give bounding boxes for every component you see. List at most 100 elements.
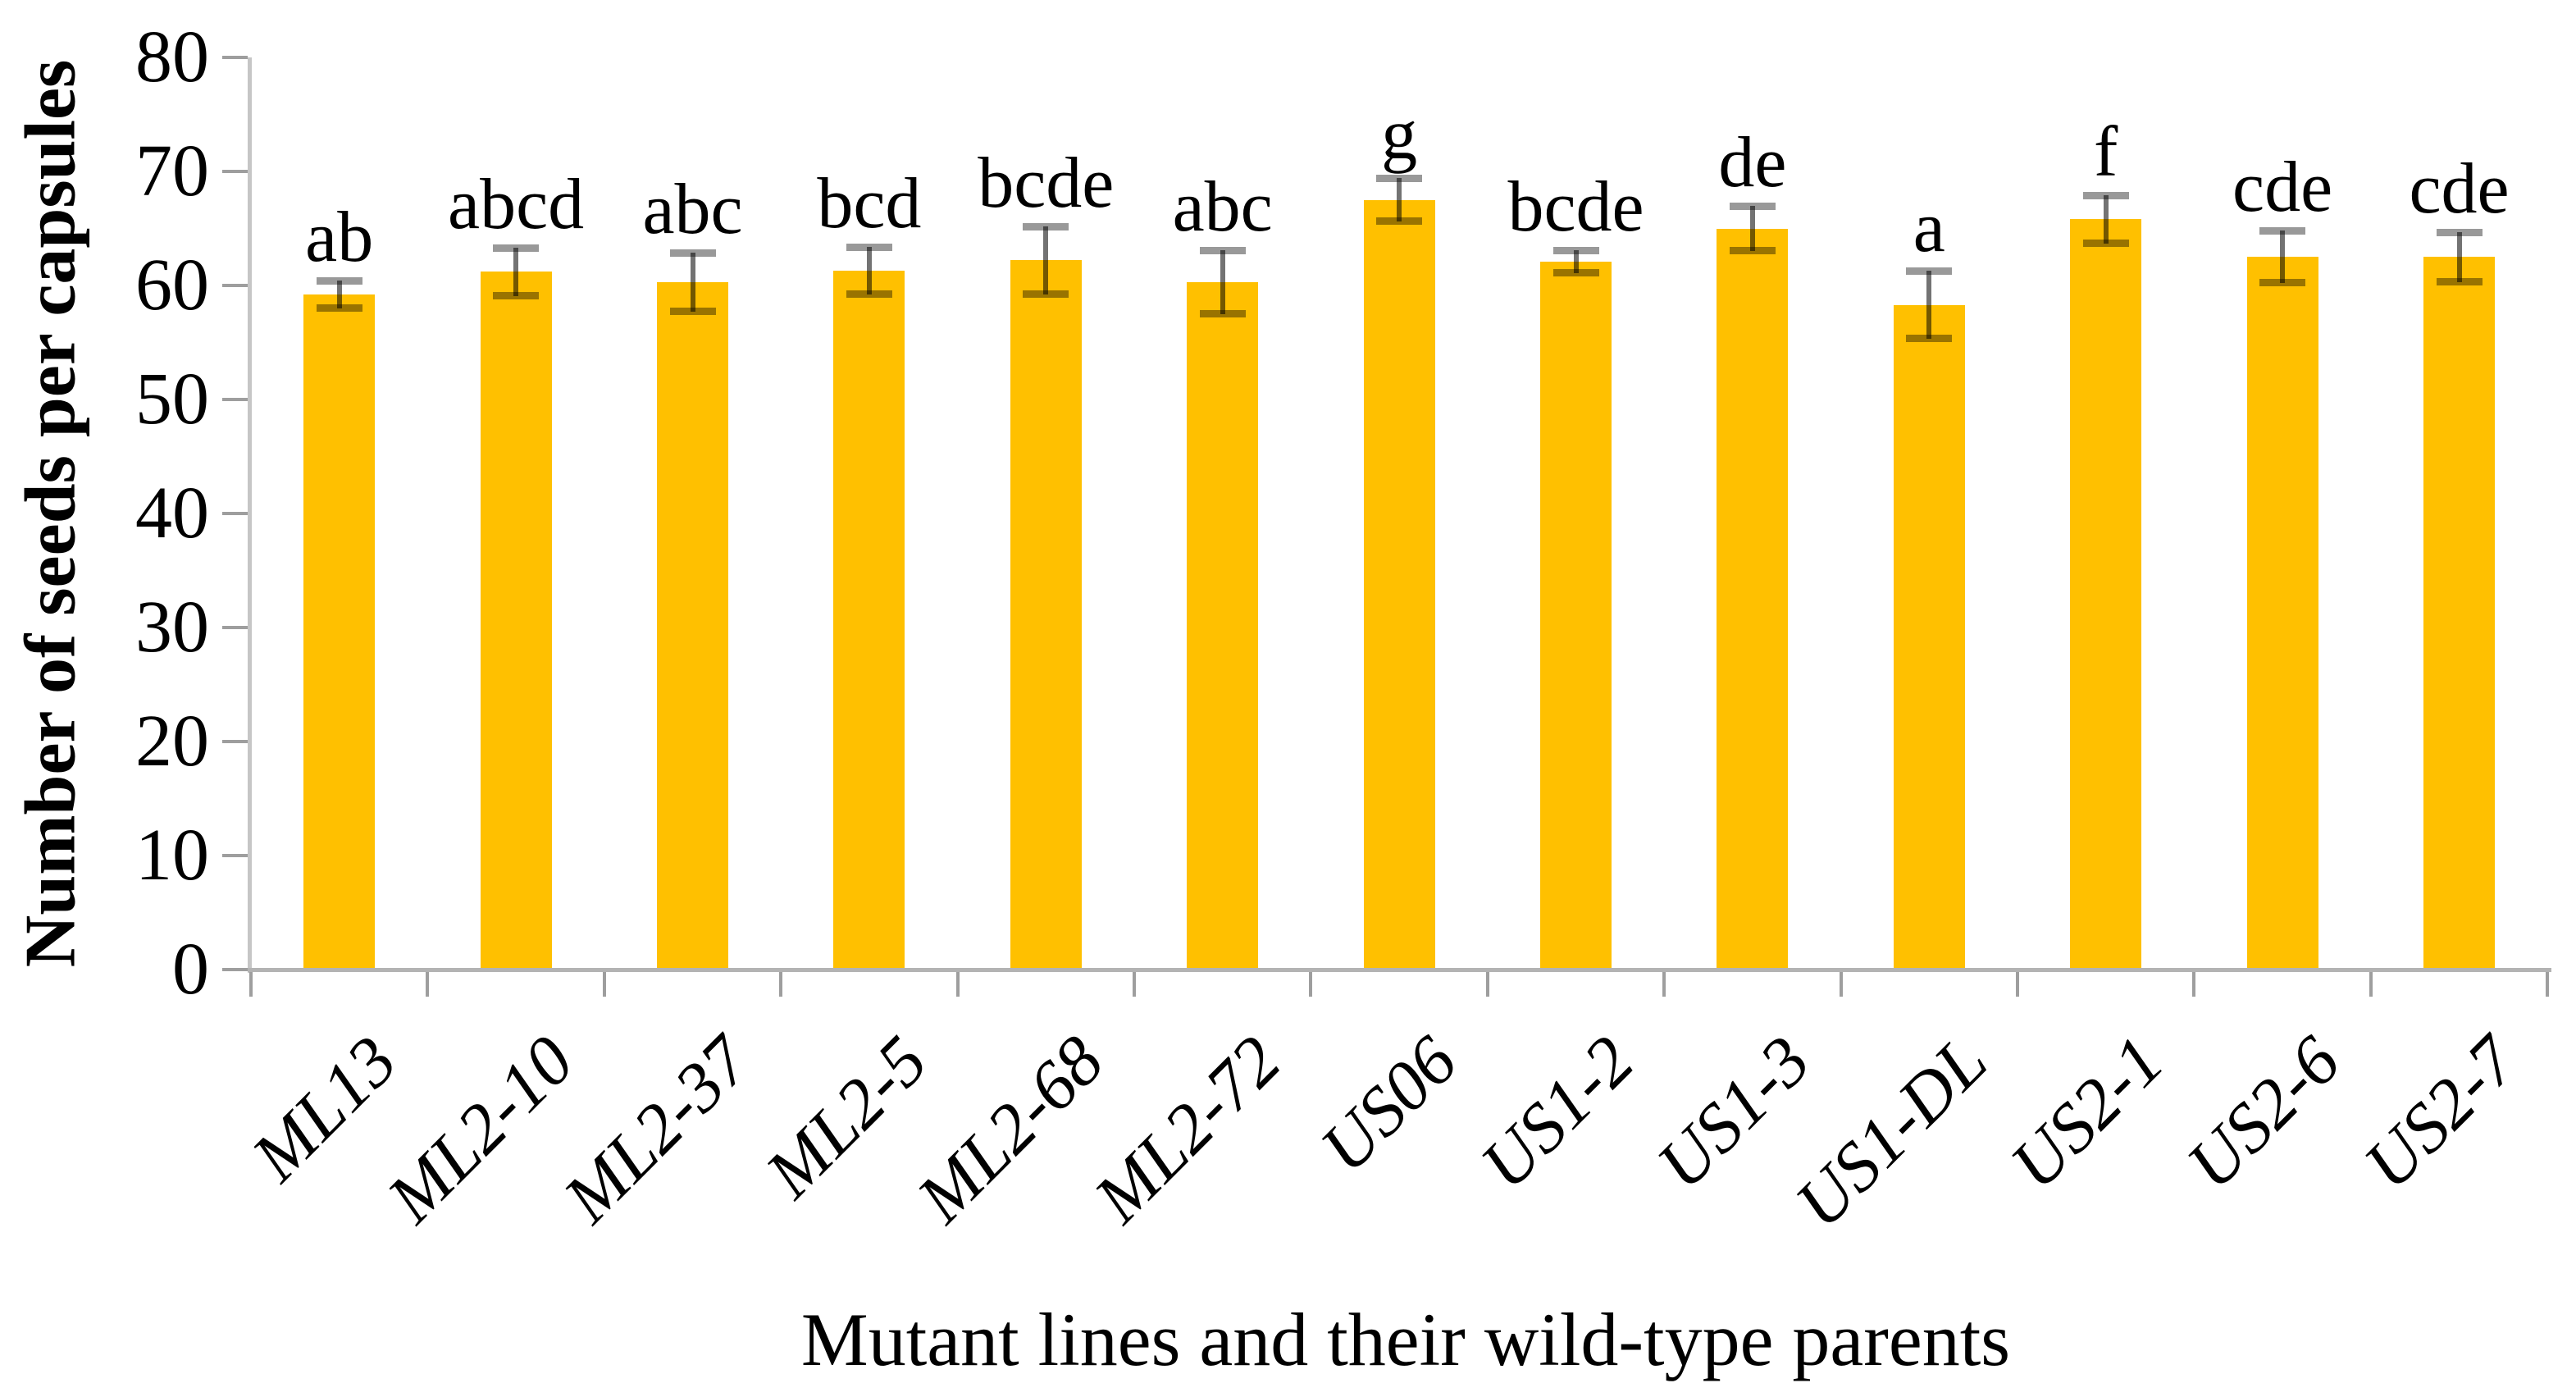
bar xyxy=(1010,260,1082,971)
x-tick xyxy=(603,972,606,997)
significance-label: abc xyxy=(1075,168,1370,247)
bar xyxy=(481,272,552,971)
significance-label: a xyxy=(1781,189,2077,267)
error-bar-line xyxy=(513,248,518,295)
y-tick-label: 30 xyxy=(45,590,209,665)
x-category-label: US1-DL xyxy=(1783,1024,1999,1240)
y-tick-label: 40 xyxy=(45,476,209,551)
error-bar-bottom-cap xyxy=(1730,247,1776,254)
error-bar-bottom-cap xyxy=(1553,269,1599,276)
x-tick xyxy=(426,972,429,997)
bar xyxy=(1187,282,1258,971)
error-bar-line xyxy=(867,247,872,294)
error-bar-top-cap xyxy=(1376,175,1422,182)
y-tick xyxy=(222,854,248,857)
x-tick xyxy=(956,972,960,997)
error-bar-top-cap xyxy=(846,244,892,251)
error-bar-top-cap xyxy=(1553,247,1599,254)
error-bar-bottom-cap xyxy=(670,308,716,315)
error-bar-line xyxy=(1220,250,1225,314)
error-bar-bottom-cap xyxy=(1200,310,1246,317)
error-bar-bottom-cap xyxy=(2083,240,2129,247)
error-bar-line xyxy=(2104,195,2109,243)
error-bar-line xyxy=(1043,226,1048,294)
x-category-label: ML13 xyxy=(239,1024,408,1193)
x-axis-line xyxy=(248,968,2551,972)
error-bar-top-cap xyxy=(493,244,539,252)
error-bar-bottom-cap xyxy=(493,292,539,299)
x-category-label: ML2-10 xyxy=(375,1024,586,1235)
error-bar-top-cap xyxy=(2437,229,2483,236)
y-tick-label: 0 xyxy=(45,932,209,1007)
y-tick-label: 20 xyxy=(45,704,209,779)
y-tick xyxy=(222,398,248,401)
y-tick-label: 70 xyxy=(45,134,209,209)
error-bar-top-cap xyxy=(2259,227,2305,235)
y-axis-line xyxy=(248,57,252,973)
x-category-label: US2-7 xyxy=(2351,1024,2528,1201)
error-bar-top-cap xyxy=(670,249,716,257)
error-bar-top-cap xyxy=(1200,247,1246,254)
error-bar-top-cap xyxy=(317,277,362,285)
error-bar-line xyxy=(1750,206,1755,252)
error-bar-top-cap xyxy=(1906,267,1952,275)
bar xyxy=(1364,200,1435,971)
x-tick xyxy=(1486,972,1489,997)
significance-label: g xyxy=(1252,96,1547,175)
x-category-label: US2-1 xyxy=(1998,1024,2175,1201)
y-tick-label: 10 xyxy=(45,818,209,893)
bar xyxy=(1717,229,1788,972)
error-bar-bottom-cap xyxy=(846,290,892,298)
error-bar-line xyxy=(1926,271,1931,339)
x-category-label: ML2-68 xyxy=(905,1024,1115,1235)
x-category-label: US1-2 xyxy=(1468,1024,1645,1201)
error-bar-top-cap xyxy=(1730,203,1776,210)
x-tick xyxy=(1662,972,1666,997)
error-bar-line xyxy=(691,253,695,312)
bar xyxy=(2070,219,2141,971)
y-tick xyxy=(222,626,248,629)
x-tick xyxy=(1309,972,1312,997)
error-bar-bottom-cap xyxy=(2437,278,2483,285)
bar xyxy=(1894,305,1965,971)
error-bar-top-cap xyxy=(2083,192,2129,199)
x-tick xyxy=(1133,972,1136,997)
x-axis-title: Mutant lines and their wild-type parents xyxy=(801,1296,2010,1383)
y-tick-label: 50 xyxy=(45,362,209,437)
error-bar-bottom-cap xyxy=(1906,335,1952,342)
x-tick xyxy=(2016,972,2019,997)
x-tick xyxy=(2546,972,2549,997)
y-tick xyxy=(222,512,248,515)
x-category-label: ML2-72 xyxy=(1082,1024,1293,1235)
error-bar-bottom-cap xyxy=(1023,290,1069,298)
error-bar-bottom-cap xyxy=(317,304,362,312)
y-tick-label: 60 xyxy=(45,248,209,323)
y-tick-label: 80 xyxy=(45,20,209,95)
bar xyxy=(303,294,375,971)
y-tick xyxy=(222,170,248,173)
error-bar-top-cap xyxy=(1023,223,1069,230)
x-tick xyxy=(1840,972,1843,997)
bar xyxy=(657,282,728,971)
x-tick xyxy=(779,972,782,997)
significance-label: cde xyxy=(2312,150,2576,229)
bar xyxy=(833,271,905,971)
bar xyxy=(2423,257,2495,971)
error-bar-line xyxy=(2280,230,2285,283)
x-category-label: ML2-37 xyxy=(552,1024,763,1235)
error-bar-line xyxy=(1397,178,1402,221)
x-tick xyxy=(2369,972,2373,997)
bar xyxy=(2247,257,2318,971)
x-tick xyxy=(249,972,253,997)
error-bar-bottom-cap xyxy=(1376,217,1422,225)
x-tick xyxy=(2192,972,2195,997)
error-bar-line xyxy=(2457,232,2462,282)
x-category-label: US06 xyxy=(1308,1024,1469,1184)
error-bar-bottom-cap xyxy=(2259,279,2305,286)
y-tick xyxy=(222,284,248,287)
y-tick xyxy=(222,740,248,743)
bar xyxy=(1540,262,1612,971)
y-tick xyxy=(222,56,248,59)
y-tick xyxy=(222,968,248,971)
